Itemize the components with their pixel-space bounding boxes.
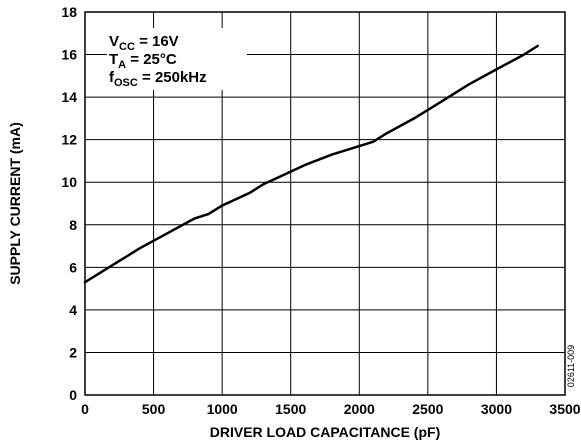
x-tick-label-3: 1500 — [275, 401, 306, 417]
annotation-line-2: fOSC = 250kHz — [109, 69, 207, 89]
y-tick-label-7: 14 — [61, 89, 77, 105]
y-tick-label-9: 18 — [61, 4, 77, 20]
x-tick-label-1: 500 — [142, 401, 166, 417]
y-tick-label-8: 16 — [61, 47, 77, 63]
y-tick-label-4: 8 — [69, 217, 77, 233]
x-tick-label-7: 3500 — [549, 401, 580, 417]
y-tick-labels: 0 2 4 6 8 10 12 14 16 18 — [61, 4, 77, 403]
y-tick-label-1: 2 — [69, 344, 77, 360]
y-tick-label-3: 6 — [69, 259, 77, 275]
x-tick-label-6: 3000 — [481, 401, 512, 417]
grid-lines — [85, 12, 565, 395]
x-tick-label-2: 1000 — [207, 401, 238, 417]
x-tick-labels: 0 500 1000 1500 2000 2500 3000 3500 — [81, 401, 581, 417]
y-tick-label-6: 12 — [61, 132, 77, 148]
x-tick-label-5: 2500 — [412, 401, 443, 417]
figure-id: 02611-009 — [566, 345, 576, 387]
annotation-line-0: VCC = 16V — [109, 33, 179, 53]
annotation-background — [107, 28, 247, 90]
y-axis-title: SUPPLY CURRENT (mA) — [7, 122, 23, 285]
supply-current-line — [83, 44, 539, 284]
y-tick-label-5: 10 — [61, 174, 77, 190]
plot-frame — [84, 11, 566, 396]
x-tick-label-4: 2000 — [344, 401, 375, 417]
annotation-line-1: TA = 25°C — [109, 51, 177, 71]
y-tick-label-2: 4 — [69, 302, 77, 318]
y-tick-label-0: 0 — [69, 387, 77, 403]
x-axis-title: DRIVER LOAD CAPACITANCE (pF) — [210, 424, 440, 440]
x-tick-label-0: 0 — [81, 401, 89, 417]
